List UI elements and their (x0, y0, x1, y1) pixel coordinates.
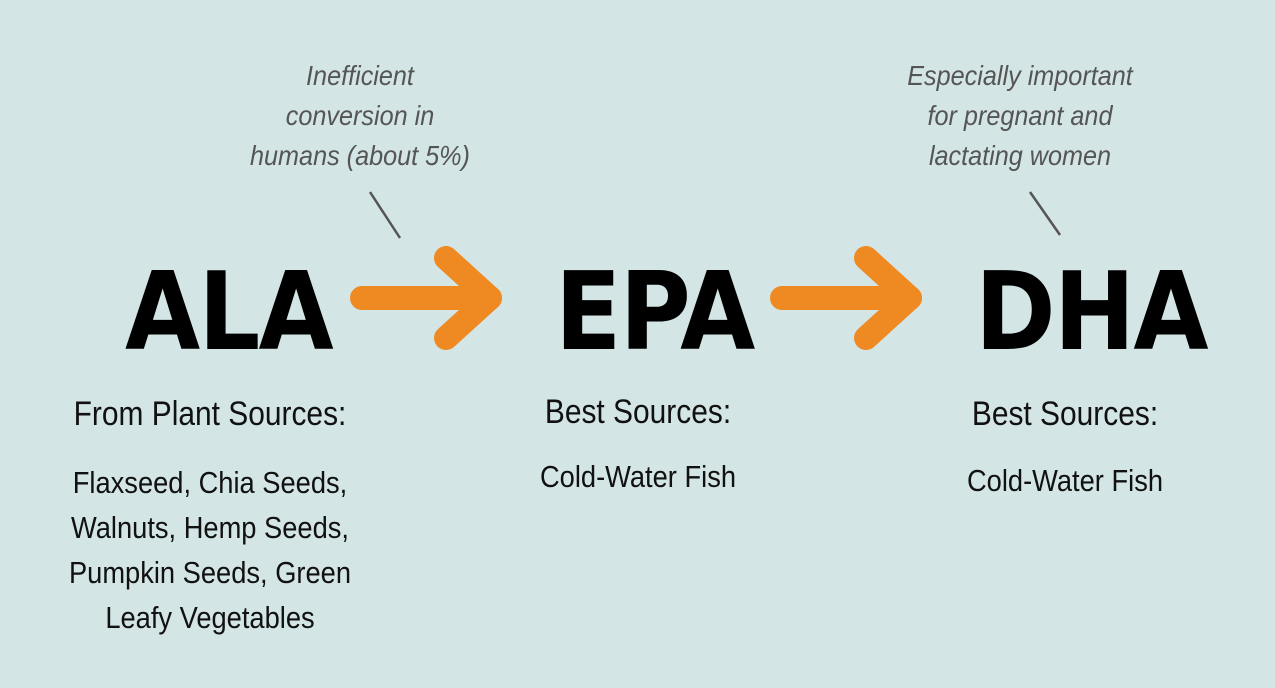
note-pregnancy: Especially important for pregnant and lact… (907, 60, 1133, 171)
ala-sources: Flaxseed, Chia Seeds, Walnuts, Hemp Seeds… (68, 465, 352, 635)
label-epa: EPA (555, 250, 755, 375)
label-dha: DHA (975, 250, 1209, 375)
epa-heading: Best Sources: (544, 393, 732, 431)
ala-heading: From Plant Sources: (73, 395, 347, 433)
arrow-ala-epa (350, 246, 502, 350)
note-pointer-2 (1028, 191, 1062, 236)
arrow-epa-dha (770, 246, 922, 350)
dha-heading: Best Sources: (971, 395, 1159, 433)
epa-sources: Cold-Water Fish (539, 459, 737, 494)
label-ala: ALA (125, 250, 334, 375)
note-conversion: Inefficient conversion in humans (about 5%… (250, 60, 470, 171)
dha-sources: Cold-Water Fish (966, 463, 1164, 498)
note-pointer-1 (368, 191, 402, 239)
